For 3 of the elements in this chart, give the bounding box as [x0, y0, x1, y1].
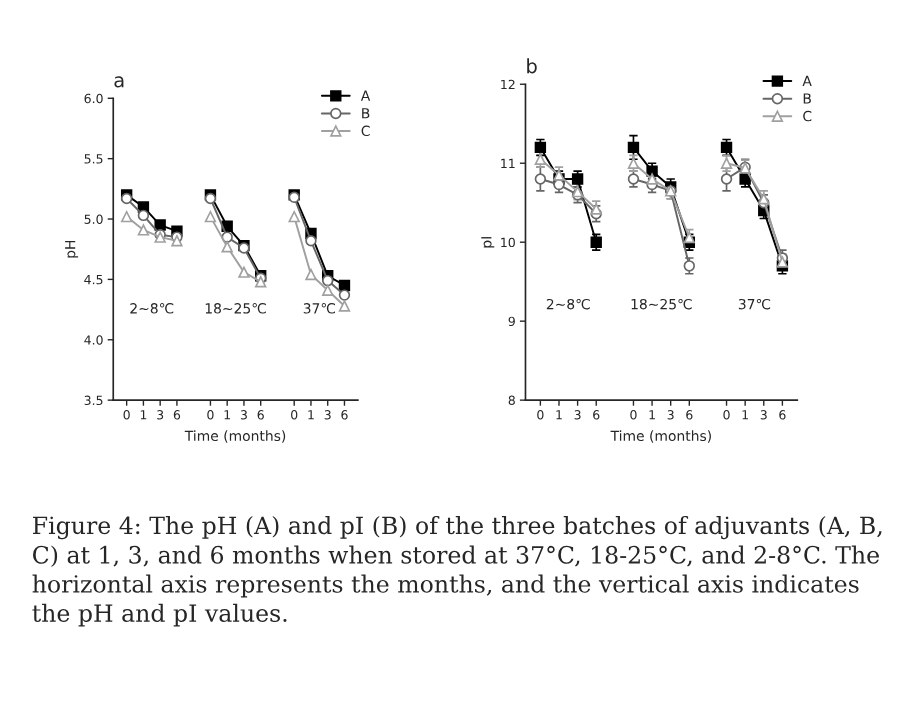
caption: Figure 4: The pH (A) and pI (B) of the three batches of adjuvants (A, B, C) at 1, 3, and 6 months when stored at 37°C, 18-25°C, and 2-8°C. The horizontal axis represents the months, and the vertical axis indicates the pH and pI values.	[32, 515, 882, 627]
chart-title: a	[114, 76, 124, 88]
chart-title: b	[527, 58, 537, 74]
